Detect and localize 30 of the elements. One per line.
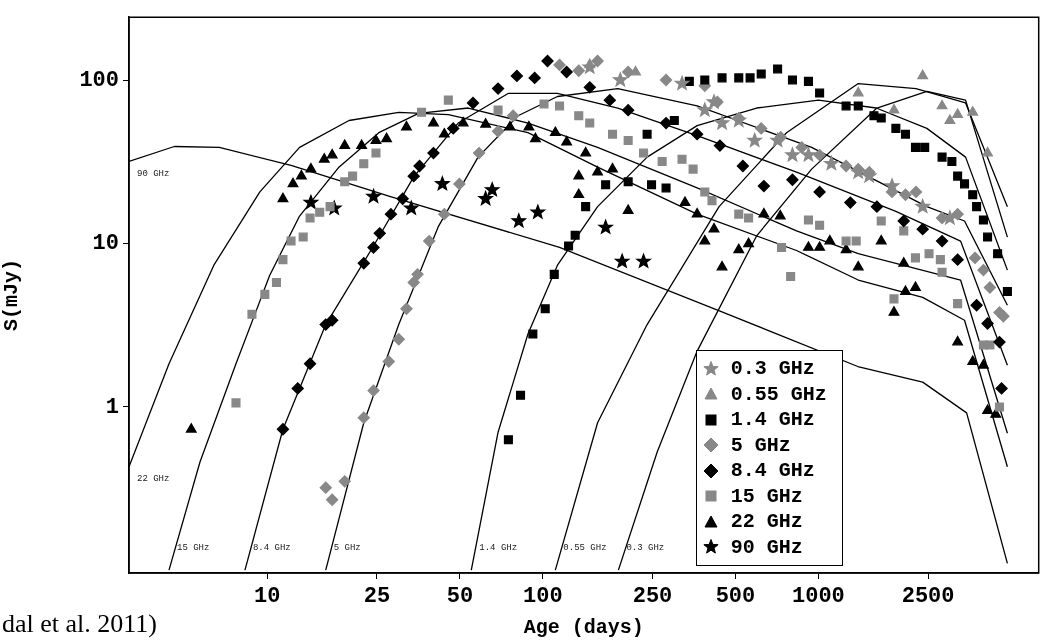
y-axis-title: S(mJy) <box>0 259 24 332</box>
x-tick-label: 50 <box>446 583 474 609</box>
x-tick-label: 100 <box>523 583 563 609</box>
legend-label: 15 GHz <box>730 484 803 508</box>
series-label: 90 GHz <box>137 168 170 179</box>
series-label: 8.4 GHz <box>252 543 291 554</box>
x-tick-label: 25 <box>363 583 391 609</box>
y-tick-label: 1 <box>105 394 119 420</box>
legend-label: 5 GHz <box>730 433 791 457</box>
series-label: 0.55 GHz <box>563 543 607 554</box>
y-tick-label: 10 <box>92 231 119 257</box>
series-label: 0.3 GHz <box>626 543 665 554</box>
x-tick-label: 500 <box>715 583 756 609</box>
series-label: 15 GHz <box>177 543 210 554</box>
series-label: 1.4 GHz <box>479 543 518 554</box>
x-tick-label: 2500 <box>901 583 955 609</box>
series-label: 5 GHz <box>333 543 361 554</box>
legend-label: 22 GHz <box>730 510 803 534</box>
x-tick-label: 250 <box>632 583 673 609</box>
legend-label: 1.4 GHz <box>730 408 815 432</box>
y-tick-label: 100 <box>79 68 119 94</box>
legend-label: 90 GHz <box>730 535 803 559</box>
legend-label: 8.4 GHz <box>730 459 815 483</box>
legend-label: 0.3 GHz <box>730 357 815 381</box>
x-tick-label: 10 <box>254 583 281 609</box>
series-label: 22 GHz <box>137 474 170 485</box>
legend-label: 0.55 GHz <box>730 382 827 406</box>
x-axis-title: Age (days) <box>523 616 644 640</box>
text: dal et al. 2011) <box>2 608 157 638</box>
x-tick-label: 1000 <box>792 583 845 609</box>
